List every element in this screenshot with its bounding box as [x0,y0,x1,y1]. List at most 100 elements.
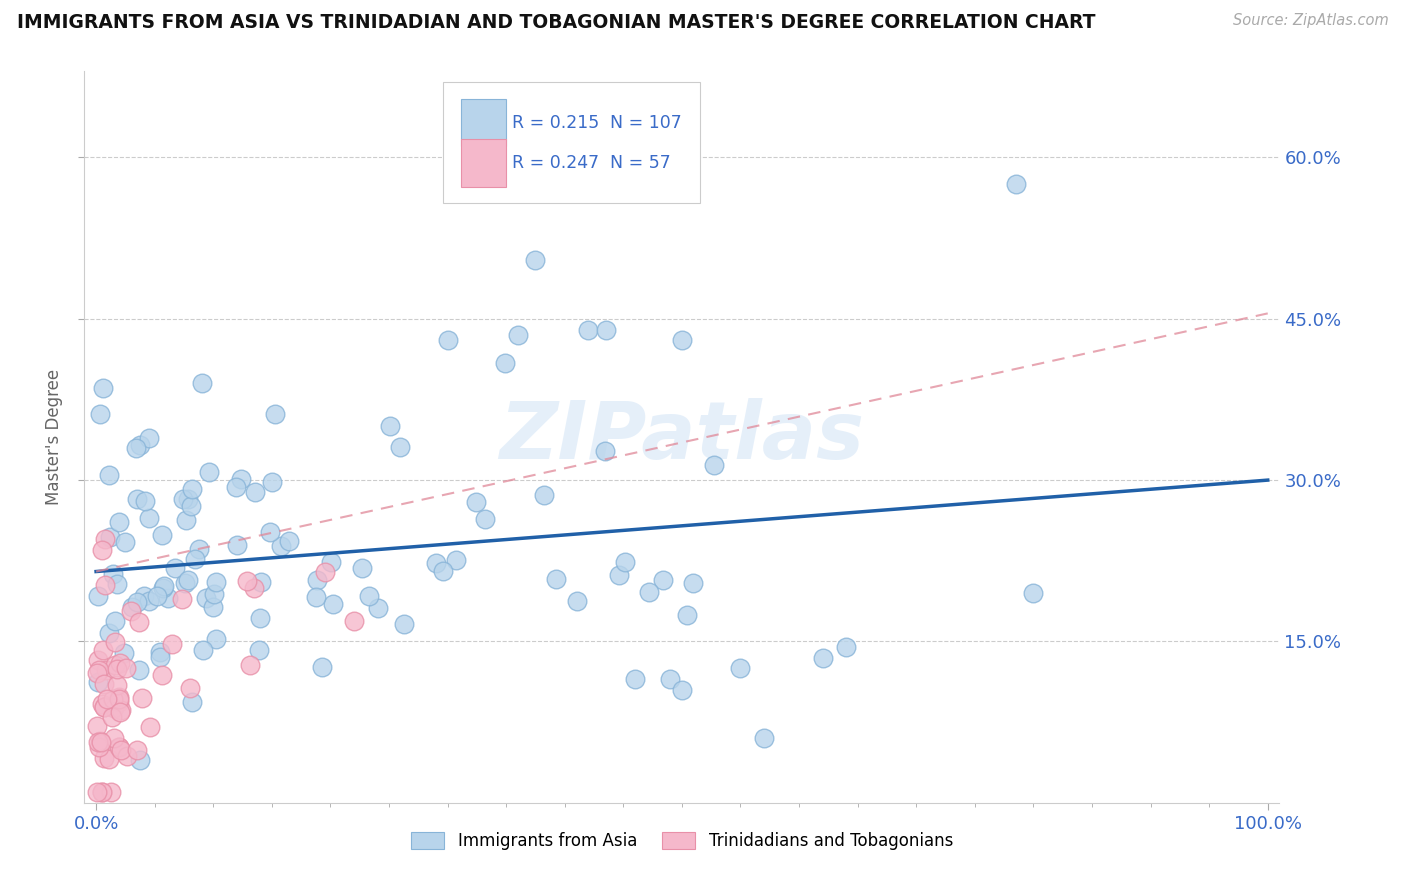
Point [394,617,416,632]
Point [107,739,129,754]
Point [262,475,284,489]
Point [90,735,112,749]
Point [146,589,169,603]
Point [188,541,211,556]
Point [134,493,156,508]
Point [172,492,194,507]
Point [107,695,129,709]
Point [96,691,118,706]
Point [86,785,108,799]
Point [494,356,516,370]
Point [104,635,127,649]
Point [181,695,204,709]
Point [153,579,176,593]
Point [104,657,127,672]
Point [160,637,183,651]
Point [107,662,129,676]
Point [651,573,673,587]
Point [93,751,115,765]
Point [108,515,131,529]
Point [576,322,599,336]
Text: N = 107: N = 107 [610,113,682,131]
Point [98,530,121,544]
Point [243,581,266,595]
Point [86,653,108,667]
Point [249,574,271,589]
Point [101,710,124,724]
Point [125,595,148,609]
Point [87,663,110,677]
Point [110,743,132,757]
Point [90,543,114,558]
Point [125,743,148,757]
Point [105,678,128,692]
FancyBboxPatch shape [461,139,506,186]
Point [311,660,333,674]
Point [110,703,132,717]
Point [524,252,547,267]
Point [128,663,150,677]
Point [105,577,128,591]
Point [195,591,218,606]
Point [243,485,266,500]
Point [183,552,205,566]
Point [322,597,344,611]
Text: ZIPatlas: ZIPatlas [499,398,865,476]
Point [682,575,704,590]
Point [319,555,342,569]
Point [533,488,555,502]
Point [236,574,259,588]
Point [91,381,114,395]
Point [432,564,454,578]
Point [367,600,389,615]
Point [198,465,221,479]
Point [730,661,752,675]
FancyBboxPatch shape [443,82,700,203]
Point [202,587,225,601]
Point [104,615,127,629]
Point [138,431,160,445]
Point [124,441,146,455]
Point [139,720,162,734]
Point [150,667,173,681]
Point [193,642,215,657]
Point [157,591,180,605]
Point [121,600,143,615]
Point [149,645,172,659]
Point [103,731,125,745]
Legend: Immigrants from Asia, Trinidadians and Tobagonians: Immigrants from Asia, Trinidadians and T… [404,825,960,856]
Point [226,538,249,552]
Text: Source: ZipAtlas.com: Source: ZipAtlas.com [1233,13,1389,29]
Point [180,499,202,513]
Point [229,472,252,486]
Point [225,480,247,494]
Point [87,739,110,754]
Point [93,677,115,691]
Point [659,672,682,686]
Text: R = 0.215: R = 0.215 [512,113,599,131]
Point [388,441,411,455]
FancyBboxPatch shape [461,99,506,146]
Point [176,573,198,587]
Point [190,376,212,391]
Point [112,646,135,660]
Point [115,661,138,675]
Point [98,468,121,483]
Point [177,492,200,507]
Point [89,407,111,421]
Point [249,611,271,625]
Point [264,408,287,422]
Point [444,553,467,567]
Point [152,582,174,596]
Point [595,322,617,336]
Point [675,607,697,622]
Point [305,591,328,605]
Point [93,700,115,714]
Point [108,739,131,754]
Point [87,675,110,690]
Point [93,700,115,714]
Point [247,643,270,657]
Point [98,626,121,640]
Point [835,640,858,654]
Point [120,604,142,618]
